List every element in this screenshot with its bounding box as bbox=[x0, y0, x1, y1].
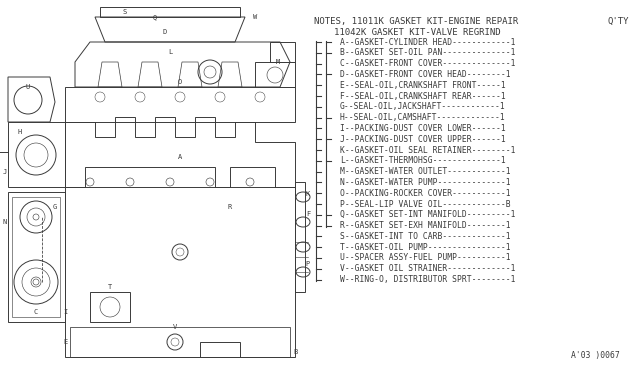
Text: Q'TY: Q'TY bbox=[607, 17, 628, 26]
Text: A'03 )0067: A'03 )0067 bbox=[572, 351, 620, 360]
Text: D: D bbox=[163, 29, 167, 35]
Text: R--GASKET SET-EXH MANIFOLD--------1: R--GASKET SET-EXH MANIFOLD--------1 bbox=[340, 221, 511, 230]
Text: V: V bbox=[173, 324, 177, 330]
Text: NOTES, 11011K GASKET KIT-ENGINE REPAIR: NOTES, 11011K GASKET KIT-ENGINE REPAIR bbox=[314, 17, 518, 26]
Text: K: K bbox=[306, 191, 310, 197]
Text: C--GASKET-FRONT COVER--------------1: C--GASKET-FRONT COVER--------------1 bbox=[340, 59, 515, 68]
Text: S--GASKET-INT TO CARB-------------1: S--GASKET-INT TO CARB-------------1 bbox=[340, 232, 511, 241]
Text: M: M bbox=[276, 59, 280, 65]
Text: S: S bbox=[123, 9, 127, 15]
Text: V--GASKET OIL STRAINER-------------1: V--GASKET OIL STRAINER-------------1 bbox=[340, 264, 515, 273]
Text: L--GASKET-THERMOHSG--------------1: L--GASKET-THERMOHSG--------------1 bbox=[340, 156, 506, 165]
Text: U--SPACER ASSY-FUEL PUMP----------1: U--SPACER ASSY-FUEL PUMP----------1 bbox=[340, 253, 511, 263]
Text: M--GASKET-WATER OUTLET------------1: M--GASKET-WATER OUTLET------------1 bbox=[340, 167, 511, 176]
Text: I: I bbox=[63, 309, 67, 315]
Text: Q: Q bbox=[153, 14, 157, 20]
Text: A: A bbox=[178, 154, 182, 160]
Text: P--SEAL-LIP VALVE OIL-------------B: P--SEAL-LIP VALVE OIL-------------B bbox=[340, 199, 511, 208]
Text: E--SEAL-OIL,CRANKSHAFT FRONT-----1: E--SEAL-OIL,CRANKSHAFT FRONT-----1 bbox=[340, 81, 506, 90]
Text: P: P bbox=[306, 261, 310, 267]
Text: W--RING-O, DISTRIBUTOR SPRT--------1: W--RING-O, DISTRIBUTOR SPRT--------1 bbox=[340, 275, 515, 284]
Text: T: T bbox=[108, 284, 112, 290]
Text: U: U bbox=[26, 84, 30, 90]
Text: W: W bbox=[253, 14, 257, 20]
Text: B--GASKET SET-OIL PAN--------------1: B--GASKET SET-OIL PAN--------------1 bbox=[340, 48, 515, 57]
Text: J--PACKING-DUST COVER UPPER------1: J--PACKING-DUST COVER UPPER------1 bbox=[340, 135, 506, 144]
Text: A--GASKET-CYLINDER HEAD------------1: A--GASKET-CYLINDER HEAD------------1 bbox=[340, 38, 515, 46]
Text: Q--GASKET SET-INT MANIFOLD---------1: Q--GASKET SET-INT MANIFOLD---------1 bbox=[340, 210, 515, 219]
Text: N: N bbox=[3, 219, 7, 225]
Text: T--GASKET-OIL PUMP----------------1: T--GASKET-OIL PUMP----------------1 bbox=[340, 243, 511, 252]
Text: O--PACKING-ROCKER COVER-----------1: O--PACKING-ROCKER COVER-----------1 bbox=[340, 189, 511, 198]
Text: 11042K GASKET KIT-VALVE REGRIND: 11042K GASKET KIT-VALVE REGRIND bbox=[334, 28, 500, 37]
Text: H--SEAL-OIL,CAMSHAFT-------------1: H--SEAL-OIL,CAMSHAFT-------------1 bbox=[340, 113, 506, 122]
Text: C: C bbox=[34, 309, 38, 315]
Text: E: E bbox=[63, 339, 67, 345]
Text: K--GASKET-OIL SEAL RETAINER--------1: K--GASKET-OIL SEAL RETAINER--------1 bbox=[340, 145, 515, 154]
Text: O: O bbox=[178, 79, 182, 85]
Text: F--SEAL-OIL,CRANKSHAFT REAR------1: F--SEAL-OIL,CRANKSHAFT REAR------1 bbox=[340, 92, 506, 100]
Text: J: J bbox=[3, 169, 7, 175]
Text: G: G bbox=[53, 204, 57, 210]
Text: H: H bbox=[18, 129, 22, 135]
Text: F: F bbox=[306, 211, 310, 217]
Text: L: L bbox=[168, 49, 172, 55]
Text: G--SEAL-OIL,JACKSHAFT------------1: G--SEAL-OIL,JACKSHAFT------------1 bbox=[340, 102, 506, 111]
Text: B: B bbox=[293, 349, 297, 355]
Text: D--GASKET-FRONT COVER HEAD--------1: D--GASKET-FRONT COVER HEAD--------1 bbox=[340, 70, 511, 79]
Text: R: R bbox=[228, 204, 232, 210]
Text: I--PACKING-DUST COVER LOWER------1: I--PACKING-DUST COVER LOWER------1 bbox=[340, 124, 506, 133]
Text: N--GASKET-WATER PUMP--------------1: N--GASKET-WATER PUMP--------------1 bbox=[340, 178, 511, 187]
